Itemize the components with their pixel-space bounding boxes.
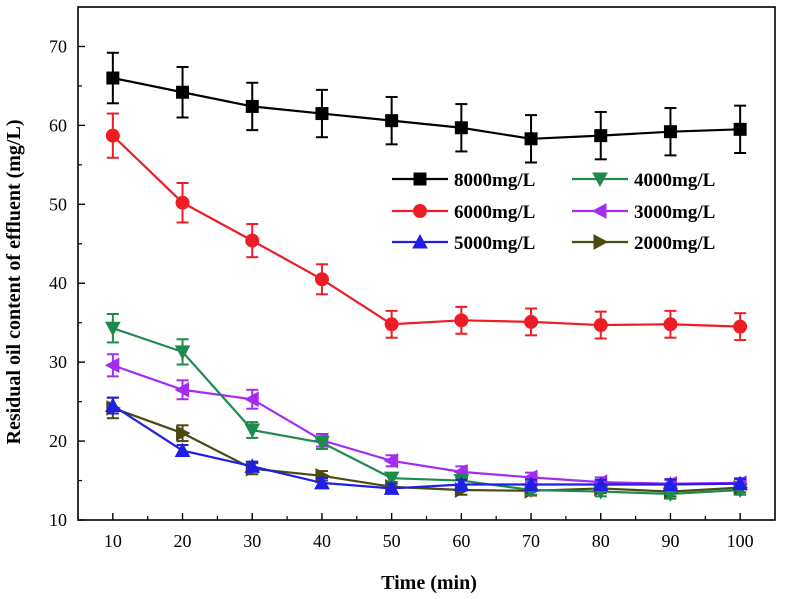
legend-marker bbox=[413, 172, 427, 186]
series-line bbox=[112, 327, 741, 496]
y-tick-label: 60 bbox=[49, 115, 67, 135]
series-line bbox=[112, 76, 741, 140]
x-axis-title: Time (min) bbox=[381, 572, 477, 594]
data-point bbox=[733, 122, 747, 136]
data-point bbox=[104, 357, 120, 374]
legend-marker bbox=[592, 172, 608, 188]
data-point bbox=[174, 381, 190, 398]
data-point bbox=[106, 71, 120, 85]
y-tick-label: 50 bbox=[49, 194, 67, 214]
series-6000mg/L bbox=[105, 112, 748, 342]
data-point bbox=[105, 321, 121, 337]
y-tick-label: 10 bbox=[49, 510, 67, 530]
y-tick-label: 30 bbox=[49, 352, 67, 372]
data-point bbox=[245, 233, 260, 248]
legend-label: 4000mg/L bbox=[634, 170, 715, 191]
legend-label: 2000mg/L bbox=[634, 233, 715, 254]
data-point bbox=[523, 476, 539, 491]
x-tick-label: 50 bbox=[383, 531, 401, 551]
series-8000mg/L bbox=[106, 51, 747, 164]
legend-item: 2000mg/L bbox=[572, 233, 715, 254]
data-point bbox=[384, 317, 399, 332]
legend-item: 6000mg/L bbox=[392, 202, 535, 223]
series-line bbox=[112, 364, 741, 485]
data-point bbox=[663, 317, 678, 332]
data-point bbox=[176, 85, 190, 99]
data-point bbox=[176, 425, 191, 442]
series-line bbox=[112, 406, 741, 493]
data-point bbox=[244, 423, 261, 439]
legend-label: 6000mg/L bbox=[454, 202, 535, 223]
x-tick-label: 100 bbox=[727, 531, 754, 551]
y-tick-label: 70 bbox=[49, 36, 67, 56]
legend-item: 5000mg/L bbox=[392, 233, 535, 254]
legend-item: 8000mg/L bbox=[392, 170, 535, 191]
data-point bbox=[383, 452, 399, 469]
x-tick-label: 90 bbox=[661, 531, 679, 551]
data-point bbox=[105, 397, 121, 413]
data-point bbox=[662, 476, 679, 491]
data-point bbox=[314, 474, 330, 490]
x-tick-label: 40 bbox=[313, 531, 331, 551]
data-point bbox=[174, 345, 191, 360]
chart-marks bbox=[104, 51, 749, 503]
legend-marker bbox=[413, 204, 427, 218]
data-point bbox=[454, 121, 468, 135]
y-axis-title: Residual oil content of effluent (mg/L) bbox=[3, 120, 25, 445]
series-line bbox=[112, 134, 741, 328]
data-point bbox=[385, 114, 399, 128]
data-point bbox=[314, 436, 330, 451]
x-tick-label: 10 bbox=[104, 531, 122, 551]
data-point bbox=[244, 458, 261, 473]
data-point bbox=[244, 391, 259, 408]
x-tick-label: 30 bbox=[243, 531, 261, 551]
y-tick-label: 40 bbox=[49, 273, 67, 293]
x-tick-label: 60 bbox=[452, 531, 470, 551]
x-tick-label: 70 bbox=[522, 531, 540, 551]
data-point bbox=[315, 107, 329, 121]
data-point bbox=[524, 132, 538, 146]
data-point bbox=[733, 319, 748, 334]
data-point bbox=[175, 195, 190, 210]
legend-label: 3000mg/L bbox=[634, 202, 715, 223]
data-point bbox=[383, 471, 400, 487]
axis-tick-labels: 10 20 30 40 50 60 70 80 90 100 10 20 30 40 50 60 70 bbox=[49, 36, 754, 551]
data-point bbox=[524, 314, 539, 329]
x-tick-label: 20 bbox=[174, 531, 192, 551]
data-point bbox=[593, 318, 608, 333]
legend-marker bbox=[591, 203, 607, 219]
series-line bbox=[112, 404, 741, 490]
chart-legend: 8000mg/L 6000mg/L 5000mg/L 4000mg/L 3000mg/L… bbox=[392, 170, 715, 254]
x-tick-label: 80 bbox=[592, 531, 610, 551]
axis-ticks bbox=[78, 45, 741, 521]
data-point bbox=[663, 125, 677, 139]
data-point bbox=[454, 313, 469, 328]
legend-item: 3000mg/L bbox=[572, 202, 715, 223]
series-5000mg/L bbox=[105, 396, 748, 495]
legend-label: 5000mg/L bbox=[454, 233, 535, 254]
legend-item: 4000mg/L bbox=[572, 170, 715, 191]
data-point bbox=[174, 442, 191, 458]
data-point bbox=[245, 99, 259, 113]
data-point bbox=[732, 475, 748, 491]
y-tick-label: 20 bbox=[49, 431, 67, 451]
data-point bbox=[592, 476, 609, 491]
data-point bbox=[314, 272, 329, 287]
data-point bbox=[383, 480, 400, 495]
legend-marker bbox=[412, 233, 428, 249]
data-point bbox=[105, 128, 120, 143]
legend-label: 8000mg/L bbox=[454, 170, 535, 191]
data-point bbox=[453, 476, 470, 491]
legend-marker bbox=[593, 234, 609, 250]
data-point bbox=[594, 129, 608, 143]
